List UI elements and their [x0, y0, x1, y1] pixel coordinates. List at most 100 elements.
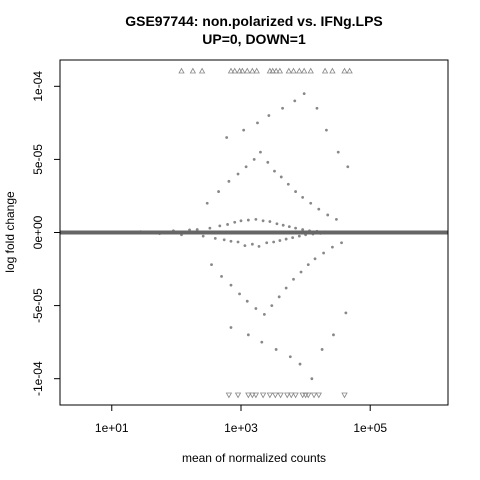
y-tick-label: -5e-05 — [31, 288, 45, 323]
data-point — [299, 270, 303, 274]
data-point — [315, 106, 319, 110]
data-point — [294, 226, 297, 230]
clipped-down-marker — [272, 392, 279, 399]
data-point — [238, 292, 241, 296]
clipped-up-marker — [249, 67, 256, 74]
clipped-down-marker — [292, 392, 299, 399]
data-point — [313, 257, 317, 261]
data-point — [275, 222, 279, 226]
data-point — [294, 190, 297, 193]
clipped-up-marker — [189, 67, 197, 74]
data-point — [213, 236, 217, 240]
data-point — [252, 158, 256, 161]
x-tick-label: 1e+03 — [224, 421, 258, 435]
clipped-up-marker — [346, 67, 353, 74]
data-point — [281, 106, 284, 110]
data-point — [261, 219, 265, 223]
data-point — [265, 241, 269, 245]
data-point — [217, 190, 220, 193]
data-point — [340, 241, 343, 245]
data-point — [332, 333, 335, 337]
data-point — [244, 165, 248, 169]
data-point — [236, 240, 240, 244]
data-point — [245, 299, 249, 303]
data-point — [292, 277, 295, 281]
data-point — [246, 218, 250, 222]
y-tick-label: 0e+00 — [31, 215, 45, 249]
data-point — [344, 311, 348, 315]
clipped-down-marker — [252, 392, 260, 399]
data-point — [229, 239, 233, 243]
data-point — [272, 240, 276, 244]
data-point — [279, 175, 283, 179]
data-point — [225, 136, 229, 139]
data-point — [195, 228, 199, 231]
data-point — [239, 219, 243, 223]
clipped-up-marker — [276, 67, 284, 74]
data-point — [266, 160, 270, 164]
data-point — [335, 217, 338, 221]
y-axis: -1e-04 -5e-05 0e+00 5e-05 1e-04 — [31, 71, 60, 396]
clipped-down-marker — [225, 392, 233, 399]
data-point — [298, 362, 302, 366]
data-point — [268, 220, 272, 223]
data-point — [267, 114, 271, 117]
clipped-down-marker — [310, 392, 318, 399]
data-point — [288, 355, 292, 359]
data-point — [229, 283, 233, 287]
clipped-down-marker — [277, 392, 284, 399]
data-point — [205, 201, 209, 205]
clipped-up-marker — [198, 67, 206, 74]
clipped-down-marker — [315, 392, 322, 399]
data-point — [270, 304, 274, 307]
x-tick-label: 1e+01 — [95, 421, 129, 435]
data-point — [226, 223, 229, 226]
data-point — [218, 224, 222, 228]
clipped-up-marker — [244, 67, 251, 74]
clipped-up-marker — [285, 67, 293, 74]
clipped-down-marker — [288, 392, 295, 399]
data-point — [274, 348, 278, 351]
clipped-down-marker — [305, 392, 312, 399]
y-tick-label: -1e-04 — [31, 361, 45, 396]
data-point — [326, 213, 330, 217]
clipped-up-marker — [296, 67, 303, 74]
data-point — [286, 182, 290, 186]
data-point — [259, 150, 262, 154]
y-tick-label: 1e-04 — [31, 71, 45, 102]
data-point — [254, 217, 258, 221]
data-point — [331, 245, 334, 249]
y-axis-label: log fold change — [3, 191, 17, 273]
data-point — [281, 223, 285, 227]
data-point — [301, 196, 305, 199]
clipped-up-marker — [253, 67, 260, 74]
clipped-up-marker — [307, 67, 314, 74]
clipped-down-marker — [249, 392, 256, 399]
data-point — [220, 274, 223, 278]
data-point — [309, 201, 313, 205]
data-point — [277, 295, 281, 299]
data-point — [227, 179, 231, 183]
clipped-up-marker — [329, 67, 336, 74]
data-point — [317, 207, 321, 211]
data-point — [287, 225, 291, 229]
data-point — [284, 286, 288, 290]
x-axis: 1e+01 1e+03 1e+05 — [95, 405, 387, 435]
clipped-down-marker — [266, 392, 274, 399]
data-point — [257, 244, 261, 248]
data-point — [233, 220, 237, 224]
data-point — [210, 263, 213, 267]
data-point — [278, 239, 282, 242]
clipped-up-marker — [272, 67, 280, 74]
x-tick-label: 1e+05 — [353, 421, 387, 435]
data-point — [273, 169, 276, 173]
clipped-up-marker — [231, 67, 238, 74]
data-point — [306, 263, 310, 267]
data-point — [291, 236, 295, 240]
data-point — [310, 377, 314, 381]
data-point — [242, 128, 246, 132]
data-point — [208, 226, 212, 230]
clipped-up-marker — [227, 67, 235, 74]
clipped-up-marker — [300, 67, 308, 74]
